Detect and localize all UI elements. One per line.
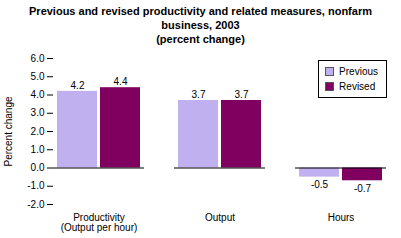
svg-text:4.2: 4.2: [71, 80, 85, 91]
svg-text:5.0: 5.0: [31, 71, 45, 82]
html-text:Previous: Previous: [339, 66, 378, 77]
svg-text:4.4: 4.4: [114, 76, 128, 87]
html-text:Previous and revised productiv: Previous and revised productivity and re…: [29, 5, 372, 31]
svg-text:0.0: 0.0: [31, 162, 45, 173]
svg-text:1.0: 1.0: [31, 144, 45, 155]
svg-text:-1.0: -1.0: [27, 180, 45, 191]
svg-text:-0.7: -0.7: [354, 183, 372, 194]
svg-text:Output: Output: [205, 212, 235, 223]
svg-text:3.7: 3.7: [192, 89, 206, 100]
html-text:(percent change): (percent change): [156, 33, 245, 45]
html-text:Revised: Revised: [339, 81, 376, 92]
svg-text:-2.0: -2.0: [27, 199, 45, 210]
svg-text:Hours: Hours: [328, 212, 355, 223]
svg-text:2.0: 2.0: [31, 126, 45, 137]
svg-text:3.7: 3.7: [235, 89, 249, 100]
svg-text:4.0: 4.0: [31, 89, 45, 100]
svg-text:Productivity(Output per hour): Productivity(Output per hour): [61, 212, 138, 233]
svg-text:3.0: 3.0: [31, 107, 45, 118]
svg-text:Percent change: Percent change: [3, 96, 14, 166]
svg-text:6.0: 6.0: [31, 53, 45, 64]
svg-text:-0.5: -0.5: [311, 179, 329, 190]
